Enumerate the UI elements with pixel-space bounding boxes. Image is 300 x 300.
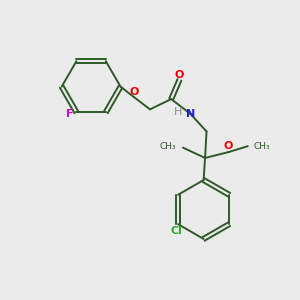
Text: F: F	[66, 109, 74, 119]
Text: H: H	[174, 107, 182, 117]
Text: CH₃: CH₃	[160, 142, 176, 151]
Text: O: O	[175, 70, 184, 80]
Text: Cl: Cl	[171, 226, 183, 236]
Text: N: N	[186, 109, 195, 119]
Text: O: O	[129, 87, 139, 97]
Text: O: O	[224, 141, 233, 151]
Text: CH₃: CH₃	[253, 142, 270, 151]
